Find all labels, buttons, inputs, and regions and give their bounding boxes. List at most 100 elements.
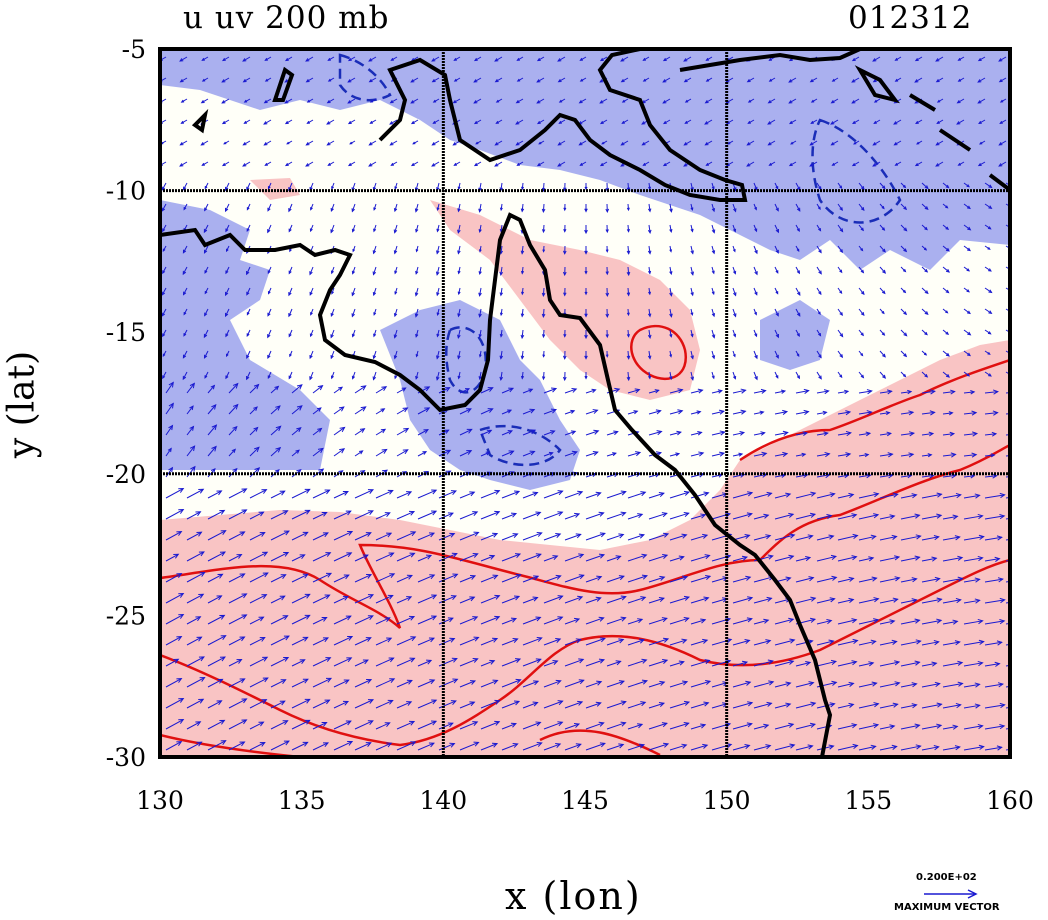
wind-vector-head — [790, 141, 794, 145]
wind-vector-head — [690, 292, 694, 297]
wind-vector — [648, 203, 651, 212]
wind-vector — [312, 468, 324, 478]
wind-vector — [330, 203, 335, 212]
wind-vector-head — [261, 489, 268, 494]
wind-vector — [368, 56, 377, 62]
wind-vector-head — [767, 659, 774, 665]
wind-vector-head — [241, 509, 248, 515]
wind-vector — [900, 391, 912, 394]
wind-vector-head — [515, 121, 520, 125]
wind-vector-head — [492, 574, 499, 580]
wind-vector — [669, 203, 672, 212]
wind-vector-head — [409, 720, 416, 726]
wind-vector-head — [928, 473, 935, 479]
wind-vector — [207, 424, 217, 436]
wind-vector-head — [316, 407, 322, 412]
wind-vector-head — [478, 354, 482, 358]
wind-vector — [453, 98, 461, 104]
wind-vector — [900, 535, 921, 541]
wind-vector-head — [648, 375, 652, 380]
wind-vector-head — [907, 389, 913, 395]
wind-vector-head — [284, 162, 289, 167]
wind-vector-head — [178, 508, 185, 514]
wind-vector-head — [167, 447, 172, 453]
wind-vector — [711, 682, 728, 688]
wind-vector-head — [321, 721, 328, 727]
wind-vector — [501, 595, 520, 604]
wind-vector — [543, 700, 563, 709]
wind-vector — [648, 245, 651, 254]
wind-vector — [375, 700, 393, 709]
wind-vector-head — [415, 333, 419, 338]
wind-vector — [711, 452, 725, 457]
wind-vector — [704, 119, 713, 125]
wind-vector — [816, 411, 827, 415]
wind-vector — [161, 287, 167, 296]
wind-vector-head — [638, 743, 646, 749]
wind-vector-head — [705, 78, 710, 82]
wind-vector-head — [351, 292, 355, 297]
wind-vector-head — [198, 656, 205, 662]
wind-vector-head — [485, 451, 491, 456]
wind-vector-head — [662, 659, 669, 665]
wind-vector — [411, 56, 419, 61]
wind-vector — [564, 658, 584, 667]
wind-vector-head — [766, 491, 773, 497]
wind-vector — [285, 56, 293, 61]
wind-vector-head — [499, 312, 503, 317]
wind-vector-head — [988, 205, 993, 210]
wind-vector — [858, 703, 879, 709]
wind-vector-head — [796, 375, 800, 380]
wind-vector-head — [412, 141, 416, 145]
wind-vector-head — [767, 121, 772, 125]
wind-vector — [753, 597, 772, 604]
wind-vector — [396, 552, 415, 562]
wind-vector — [396, 741, 416, 751]
wind-vector-head — [903, 227, 908, 232]
wind-vector-head — [241, 488, 248, 494]
wind-vector-head — [767, 100, 772, 104]
wind-vector — [186, 698, 204, 709]
wind-vector — [935, 56, 944, 62]
wind-vector-head — [466, 428, 473, 434]
wind-vector-head — [789, 743, 796, 749]
wind-vector-head — [261, 594, 268, 599]
wind-vector — [900, 578, 917, 583]
wind-vector — [375, 469, 388, 478]
wind-vector-head — [557, 58, 562, 62]
wind-vector-head — [262, 551, 269, 557]
wind-vector-head — [431, 142, 436, 146]
wind-vector-head — [775, 312, 779, 317]
wind-vector-head — [555, 743, 562, 748]
wind-vector-head — [988, 373, 992, 377]
wind-vector — [354, 385, 366, 394]
wind-vector — [669, 722, 689, 730]
wind-vector — [900, 683, 917, 688]
wind-vector — [690, 744, 708, 751]
wind-vector — [648, 308, 651, 317]
wind-vector — [165, 531, 182, 541]
wind-vector — [963, 683, 980, 688]
wind-vector — [516, 98, 524, 104]
wind-vector — [557, 56, 566, 62]
wind-vector — [942, 245, 950, 252]
wind-vector-head — [393, 250, 398, 255]
wind-vector — [459, 388, 470, 394]
wind-vector-head — [203, 249, 208, 254]
wind-vector-head — [296, 405, 303, 411]
wind-vector — [228, 488, 247, 499]
wind-vector-head — [902, 289, 907, 294]
wind-vector — [249, 384, 259, 394]
wind-vector-head — [345, 510, 352, 516]
wind-vector-head — [999, 513, 1006, 520]
wind-vector-head — [824, 451, 831, 458]
wind-vector-head — [690, 228, 694, 233]
wind-vector-head — [775, 334, 779, 339]
wind-vector — [354, 450, 363, 457]
wind-vector-head — [189, 405, 194, 411]
wind-vector — [267, 224, 272, 233]
wind-vector — [942, 662, 963, 667]
wind-vector — [246, 287, 251, 295]
wind-vector-head — [578, 574, 585, 580]
wind-vector-head — [347, 120, 352, 125]
